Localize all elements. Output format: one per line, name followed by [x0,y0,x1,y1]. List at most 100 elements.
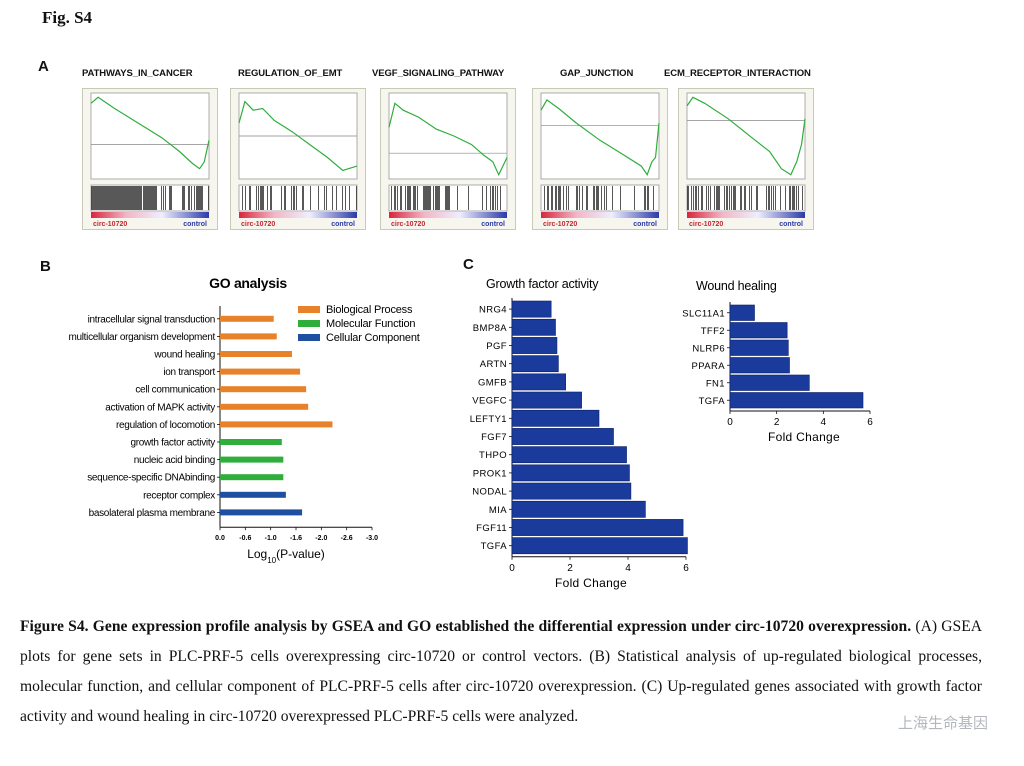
growth-gene-label: VEGFC [472,396,507,407]
go-category-label: regulation of locomotion [116,420,215,431]
growth-gene-label: PROK1 [473,468,507,479]
growth-x-tick-label: 0 [509,563,515,574]
wound-title: Wound healing [696,279,777,293]
wound-x-axis-label: Fold Change [768,430,840,444]
caption-bold: Figure S4. Gene expression profile analy… [20,618,912,635]
hit-area [686,184,806,212]
figure-caption: Figure S4. Gene expression profile analy… [20,612,982,732]
go-category-label: activation of MAPK activity [105,402,215,413]
go-bar [220,509,303,516]
go-x-axis-label: Log10(P-value) [247,547,325,565]
go-category-label: multicellular organism development [68,332,215,343]
growth-x-tick-label: 4 [625,563,631,574]
gsea-title: REGULATION_OF_EMT [238,68,343,79]
left-label: circ-10720 [241,221,275,228]
growth-gene-label: NRG4 [479,305,507,316]
growth-gene-label: THPO [479,450,507,461]
go-category-label: intracellular signal transduction [88,314,215,325]
rank-bar [239,212,357,218]
gsea-plot: circ-10720 control [532,88,668,230]
go-bar [220,403,309,410]
go-category-label: ion transport [163,367,215,378]
gsea-plot: circ-10720 control [230,88,366,230]
go-category-label: wound healing [153,350,215,361]
growth-bar [511,355,559,373]
growth-x-tick-label: 2 [567,563,573,574]
rank-bar [389,212,507,218]
wound-bar [729,304,755,321]
growth-bar [511,537,688,555]
go-category-label: cell communication [135,385,215,396]
left-label: circ-10720 [391,221,425,228]
wound-bar [729,392,864,409]
es-plot-area [388,92,508,180]
es-plot-area [686,92,806,180]
gsea-plot: circ-10720 control [678,88,814,230]
gsea-plot: circ-10720 control [380,88,516,230]
wound-x-tick-label: 6 [867,417,873,428]
gsea-svg: circ-10720 control [388,92,508,228]
go-bar [220,456,284,463]
right-label: control [633,221,657,228]
go-category-label: growth factor activity [130,438,215,449]
growth-gene-label: GMFB [478,377,507,388]
panel-b-letter: B [40,258,51,275]
caption-text: (A) GSEA plots for gene sets in PLC-PRF-… [20,618,982,725]
left-label: circ-10720 [689,221,723,228]
go-legend-swatch [298,306,320,313]
go-bar [220,491,286,498]
growth-title: Growth factor activity [486,277,599,291]
wound-gene-label: TGFA [699,396,726,407]
go-legend-label: Cellular Component [326,332,420,344]
go-bar [220,386,307,393]
wound-bar [729,374,810,391]
go-bar [220,333,277,340]
enrichment-curve [686,96,806,176]
right-label: control [481,221,505,228]
enrichment-curve [90,96,210,170]
growth-bar [511,519,684,536]
go-x-tick-label: -1.6 [290,535,302,542]
go-x-tick-label: -0.6 [239,535,251,542]
growth-gene-label: FGF11 [476,523,507,534]
wound-healing-chart: Wound healing SLC11A1 TFF2 NLRP6 PPARA FN1 TGF… [682,279,873,444]
es-plot-area [90,92,210,180]
gsea-title: GAP_JUNCTION [560,68,634,79]
gsea-svg: circ-10720 control [238,92,358,228]
growth-gene-label: LEFTY1 [470,414,507,425]
enrichment-curve [238,100,358,172]
gsea-svg: circ-10720 control [686,92,806,228]
growth-bar [511,428,614,445]
rank-bar [687,212,805,218]
growth-bar [511,300,552,318]
growth-bar [511,409,600,427]
go-x-tick-label: -2.6 [341,535,353,542]
wound-x-tick-label: 4 [821,417,827,428]
go-category-label: sequence-specific DNAbinding [87,473,215,484]
go-legend-label: Molecular Function [326,318,415,330]
hit-area [388,184,508,212]
go-bar [220,439,282,445]
watermark: 上海生命基因 [897,715,988,732]
go-legend-swatch [298,320,320,327]
wound-gene-label: PPARA [691,361,725,372]
left-label: circ-10720 [93,221,127,228]
left-label: circ-10720 [543,221,577,228]
growth-gene-label: NODAL [472,487,507,498]
growth-gene-label: FGF7 [481,432,507,443]
gsea-title: PATHWAYS_IN_CANCER [82,68,193,79]
go-bar [220,474,284,481]
wound-gene-label: NLRP6 [692,343,725,354]
go-x-tick-label: -3.0 [366,535,378,542]
go-analysis-chart: GO analysis intracellular signal transduc… [68,275,420,565]
go-title: GO analysis [209,275,287,291]
growth-gene-label: TGFA [481,541,508,552]
go-bar [220,421,333,428]
gsea-svg: circ-10720 control [90,92,210,228]
gsea-title: VEGF_SIGNALING_PATHWAY [372,68,505,79]
growth-factor-chart: Growth factor activity NRG4 BMP8A PGF ARTN GM… [470,277,689,590]
go-category-label: basolateral plasma membrane [89,508,216,519]
go-x-tick-label: -1.0 [265,535,277,542]
growth-bar [511,337,558,354]
go-legend-swatch [298,334,320,341]
